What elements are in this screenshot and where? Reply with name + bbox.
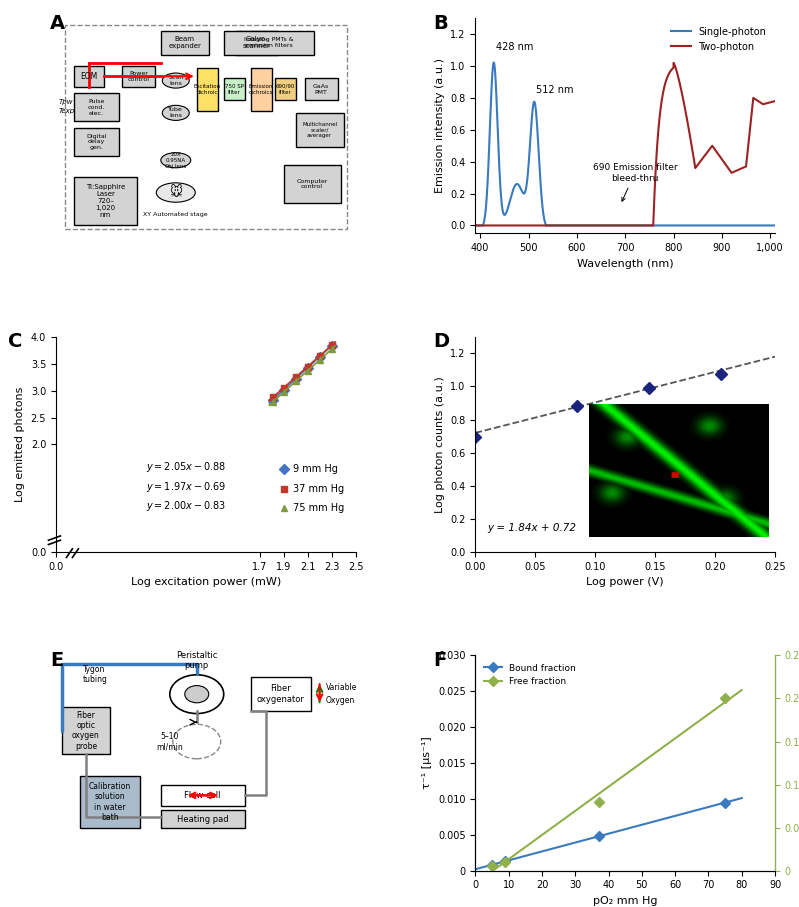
FancyBboxPatch shape <box>62 707 110 755</box>
Text: Flow cell: Flow cell <box>185 791 221 800</box>
Ellipse shape <box>157 183 195 202</box>
Text: Variable: Variable <box>326 683 357 692</box>
FancyBboxPatch shape <box>74 128 119 156</box>
Y-axis label: τ⁻¹ [μs⁻¹]: τ⁻¹ [μs⁻¹] <box>423 736 432 789</box>
Text: Calibration
solution
in water
bath: Calibration solution in water bath <box>89 782 131 822</box>
Text: Beam
expander: Beam expander <box>169 36 201 49</box>
Text: 5–10
ml/min: 5–10 ml/min <box>157 732 183 751</box>
Ellipse shape <box>161 152 191 168</box>
Text: $y = 2.05x - 0.88$: $y = 2.05x - 0.88$ <box>145 460 226 474</box>
FancyBboxPatch shape <box>161 811 244 828</box>
Text: Fiber
optic
oxygen
probe: Fiber optic oxygen probe <box>72 711 100 751</box>
Y-axis label: Log photon counts (a.u.): Log photon counts (a.u.) <box>435 376 445 512</box>
Text: Texp: Texp <box>58 108 74 113</box>
FancyBboxPatch shape <box>275 78 296 100</box>
Text: 75 mm Hg: 75 mm Hg <box>292 503 344 513</box>
Text: 512 nm: 512 nm <box>536 85 574 95</box>
Text: XY Automated stage: XY Automated stage <box>144 211 208 217</box>
Circle shape <box>173 725 221 759</box>
Ellipse shape <box>162 105 189 121</box>
Text: F: F <box>433 651 447 670</box>
Text: 690 Emission filter
bleed-thru: 690 Emission filter bleed-thru <box>593 163 678 201</box>
FancyBboxPatch shape <box>224 78 244 100</box>
X-axis label: pO₂ mm Hg: pO₂ mm Hg <box>593 896 658 906</box>
Text: Oxygen: Oxygen <box>326 697 355 705</box>
FancyBboxPatch shape <box>224 31 313 54</box>
FancyBboxPatch shape <box>74 178 137 225</box>
Text: Pulse
cond.
elec.: Pulse cond. elec. <box>88 99 105 116</box>
Text: 20X
0.95NA
Obj.lens: 20X 0.95NA Obj.lens <box>165 152 187 169</box>
Text: Tube
lens: Tube lens <box>169 107 183 118</box>
Text: E: E <box>50 651 63 670</box>
FancyBboxPatch shape <box>197 68 217 111</box>
Text: Fiber
oxygenator: Fiber oxygenator <box>256 685 304 704</box>
Text: 428 nm: 428 nm <box>495 42 533 52</box>
Text: Multichannel
scaler/
averager: Multichannel scaler/ averager <box>302 122 337 139</box>
Text: Excitation
dichroic: Excitation dichroic <box>193 83 221 94</box>
Text: 750 SP
filter: 750 SP filter <box>225 83 244 94</box>
Text: Peristaltic
pump: Peristaltic pump <box>176 651 217 670</box>
Text: EOM: EOM <box>80 72 97 81</box>
Text: Galvo-
scanner: Galvo- scanner <box>243 36 271 49</box>
FancyBboxPatch shape <box>80 776 140 828</box>
FancyBboxPatch shape <box>161 785 244 806</box>
Text: $y = 2.00x - 0.83$: $y = 2.00x - 0.83$ <box>145 499 226 513</box>
FancyBboxPatch shape <box>74 65 104 87</box>
FancyBboxPatch shape <box>251 677 311 711</box>
Legend: Bound fraction, Free fraction: Bound fraction, Free fraction <box>480 660 579 689</box>
Text: GaAs
PMT: GaAs PMT <box>313 83 329 94</box>
FancyBboxPatch shape <box>296 112 344 147</box>
Text: 🐭: 🐭 <box>169 186 182 199</box>
Ellipse shape <box>162 73 189 88</box>
Text: Scan
lens: Scan lens <box>168 75 184 86</box>
Text: $y = 1.97x - 0.69$: $y = 1.97x - 0.69$ <box>145 480 226 493</box>
FancyBboxPatch shape <box>284 164 340 203</box>
X-axis label: Log excitation power (mW): Log excitation power (mW) <box>130 578 281 588</box>
Text: Tygon
tubing: Tygon tubing <box>83 665 108 685</box>
Text: Emission
dichroics: Emission dichroics <box>249 83 273 94</box>
Y-axis label: Log emitted photons: Log emitted photons <box>15 386 25 502</box>
Text: A: A <box>50 14 65 33</box>
Circle shape <box>169 675 224 714</box>
X-axis label: Log power (V): Log power (V) <box>586 578 664 588</box>
FancyBboxPatch shape <box>304 78 337 100</box>
FancyBboxPatch shape <box>74 93 119 122</box>
FancyBboxPatch shape <box>122 65 155 87</box>
Y-axis label: Emission intensity (a.u.): Emission intensity (a.u.) <box>435 58 445 193</box>
Text: 690/90
filter: 690/90 filter <box>276 83 295 94</box>
Legend: Single-photon, Two-photon: Single-photon, Two-photon <box>667 23 770 55</box>
Text: Heating pad: Heating pad <box>177 814 229 824</box>
Circle shape <box>185 686 209 703</box>
Text: Tpw: Tpw <box>59 99 74 105</box>
FancyBboxPatch shape <box>236 31 278 54</box>
FancyBboxPatch shape <box>251 68 272 111</box>
Text: Digital
delay
gen.: Digital delay gen. <box>86 133 106 151</box>
Text: Imaging PMTs &
emission filters: Imaging PMTs & emission filters <box>244 37 293 48</box>
FancyBboxPatch shape <box>161 31 209 54</box>
Text: Ti:Sapphire
Laser
720–
1,020
nm: Ti:Sapphire Laser 720– 1,020 nm <box>85 184 125 219</box>
Text: B: B <box>433 14 448 33</box>
Text: D: D <box>433 333 450 352</box>
Text: Power
control: Power control <box>127 71 149 82</box>
X-axis label: Wavelength (nm): Wavelength (nm) <box>577 258 674 268</box>
Text: 37 mm Hg: 37 mm Hg <box>292 483 344 493</box>
Text: y = 1.84x + 0.72: y = 1.84x + 0.72 <box>487 522 576 532</box>
Text: Computer
control: Computer control <box>296 179 328 190</box>
Text: 9 mm Hg: 9 mm Hg <box>292 464 337 474</box>
Text: C: C <box>8 333 22 352</box>
